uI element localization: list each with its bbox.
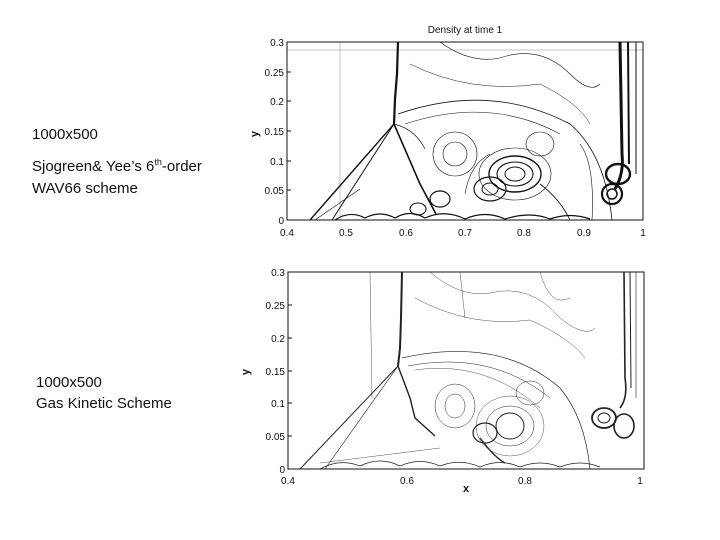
top-ytick-4: 0.2	[270, 97, 284, 108]
top-ytick-1: 0.05	[265, 186, 285, 197]
top-caption-scheme-pre: Sjogreen& Yee’s 6	[32, 158, 155, 175]
bottom-ytick-2: 0.1	[271, 399, 285, 410]
top-ytick-3: 0.15	[265, 127, 285, 138]
top-caption-resolution: 1000x500	[32, 126, 98, 143]
bottom-xtick-3: 1	[637, 476, 643, 487]
bottom-xtick-1: 0.6	[400, 476, 414, 487]
bottom-plot-xticks: 0.4 0.6 0.8 1	[281, 476, 643, 487]
top-caption-scheme-line1: Sjogreen& Yee’s 6th-order	[32, 156, 202, 178]
top-plot-ylabel: y	[249, 130, 261, 137]
top-xtick-0: 0.4	[280, 228, 294, 239]
bottom-ytick-5: 0.25	[266, 301, 286, 312]
top-ytick-0: 0	[278, 216, 284, 227]
top-ytick-6: 0.3	[270, 38, 284, 49]
bottom-ytick-3: 0.15	[266, 367, 286, 378]
bottom-ytick-6: 0.3	[271, 268, 285, 279]
top-xtick-6: 1	[640, 228, 646, 239]
top-xtick-5: 0.9	[577, 228, 591, 239]
bottom-density-contour-plot: 0 0.05 0.1 0.15 0.2 0.25 0.3 y 0.4 0.6 0…	[240, 258, 660, 498]
bottom-ytick-0: 0	[279, 465, 285, 476]
top-plot-title: Density at time 1	[428, 25, 503, 36]
bottom-ytick-1: 0.05	[266, 432, 286, 443]
top-ytick-2: 0.1	[270, 157, 284, 168]
top-xtick-1: 0.5	[339, 228, 353, 239]
top-xtick-4: 0.8	[517, 228, 531, 239]
top-caption-scheme-sup: th	[154, 157, 162, 167]
bottom-plot-contours	[299, 271, 637, 470]
top-xtick-3: 0.7	[458, 228, 472, 239]
top-plot-xticks: 0.4 0.5 0.6 0.7 0.8 0.9 1	[280, 228, 646, 239]
top-caption-scheme-post: -order	[161, 158, 202, 175]
bottom-plot-ylabel: y	[240, 368, 252, 375]
top-caption-scheme-line2: WAV66 scheme	[32, 180, 138, 197]
bottom-caption-resolution: 1000x500	[36, 374, 102, 391]
bottom-plot-xlabel: x	[463, 483, 470, 495]
bottom-plot-yticks: 0 0.05 0.1 0.15 0.2 0.25 0.3	[266, 268, 292, 476]
bottom-ytick-4: 0.2	[271, 334, 285, 345]
bottom-xtick-2: 0.8	[518, 476, 532, 487]
top-density-contour-plot: Density at time 1 0 0.05 0.1 0.15 0.2 0.…	[240, 14, 660, 254]
top-ytick-5: 0.25	[265, 68, 285, 79]
bottom-plot-frame	[287, 271, 645, 470]
bottom-plot-svg: 0 0.05 0.1 0.15 0.2 0.25 0.3 y 0.4 0.6 0…	[240, 268, 645, 495]
top-xtick-2: 0.6	[399, 228, 413, 239]
bottom-xtick-0: 0.4	[281, 476, 295, 487]
top-plot-yticks: 0 0.05 0.1 0.15 0.2 0.25 0.3	[265, 38, 291, 227]
bottom-caption-scheme: Gas Kinetic Scheme	[36, 395, 172, 412]
top-plot-svg: Density at time 1 0 0.05 0.1 0.15 0.2 0.…	[249, 25, 646, 239]
top-plot-contours	[287, 41, 643, 221]
